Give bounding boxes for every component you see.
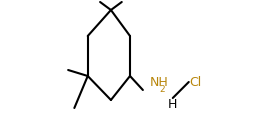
Text: NH: NH [150,75,168,88]
Text: 2: 2 [159,85,165,94]
Text: Cl: Cl [189,75,201,88]
Text: H: H [168,98,178,111]
